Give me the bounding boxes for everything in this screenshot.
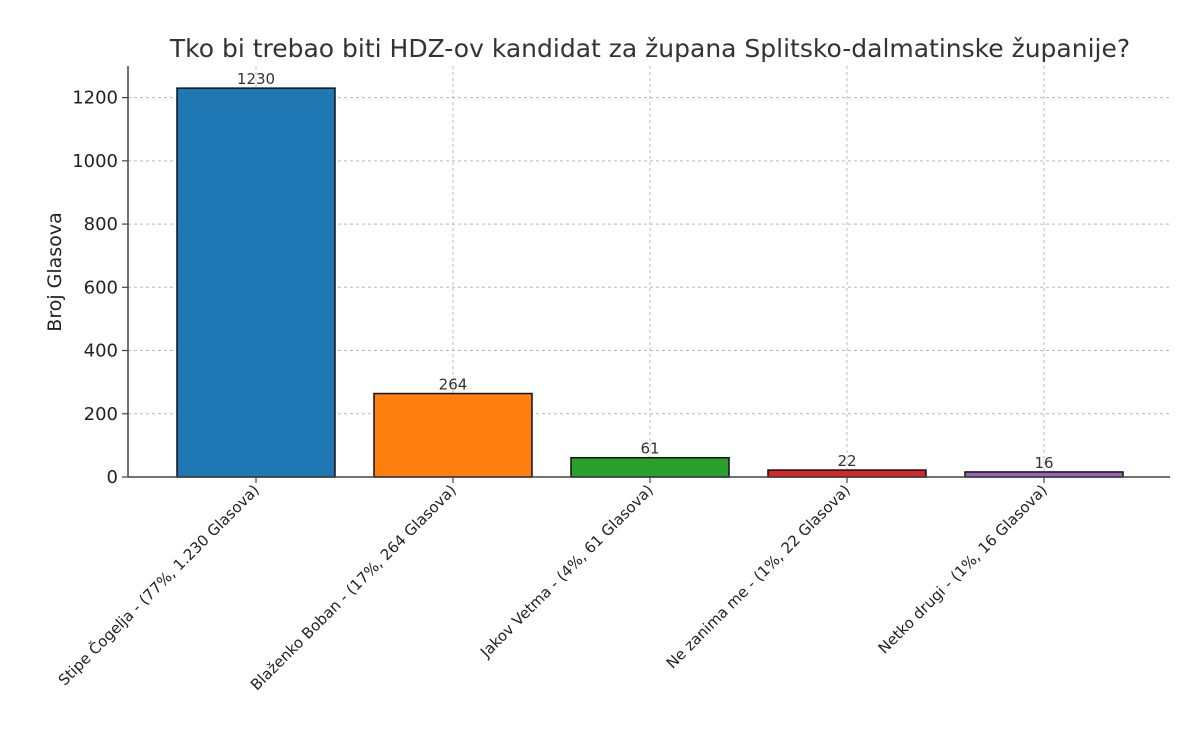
chart-title: Tko bi trebao biti HDZ-ov kandidat za žu… — [169, 34, 1130, 63]
data-label: 22 — [837, 452, 856, 470]
y-tick-label: 0 — [107, 467, 118, 488]
bar — [767, 469, 927, 478]
data-label: 264 — [439, 376, 468, 394]
x-tick-label: Blaženko Boban - (17%, 264 Glasova) — [247, 481, 460, 694]
bars — [176, 87, 1124, 478]
y-tick-label: 800 — [84, 214, 118, 235]
data-label: 61 — [640, 440, 659, 458]
x-tick-label: Jakov Vetma - (4%, 61 Glasova) — [476, 481, 657, 662]
y-tick-label: 600 — [84, 277, 118, 298]
bar — [373, 392, 533, 478]
y-tick-label: 1200 — [72, 88, 118, 109]
y-tick-label: 1000 — [72, 151, 118, 172]
bar — [964, 471, 1124, 478]
y-axis-label: Broj Glasova — [44, 212, 66, 331]
y-tick-label: 400 — [84, 341, 118, 362]
y-tick-label: 200 — [84, 404, 118, 425]
axes — [122, 66, 1170, 483]
x-tick-label: Stipe Čogelja - (77%, 1.230 Glasova) — [54, 480, 263, 689]
data-label: 16 — [1034, 454, 1053, 472]
x-tick-labels: Stipe Čogelja - (77%, 1.230 Glasova)Blaž… — [54, 480, 1051, 694]
bar — [570, 456, 730, 478]
data-label: 1230 — [237, 70, 275, 88]
y-tick-labels: 0 200 400 600 800 1000 1200 — [72, 88, 118, 488]
x-tick-label: Ne zanima me - (1%, 22 Glasova) — [663, 481, 854, 672]
data-labels: 1230 264 61 22 16 — [237, 70, 1054, 472]
x-tick-label: Netko drugi - (1%, 16 Glasova) — [875, 481, 1051, 657]
bar — [176, 87, 336, 478]
